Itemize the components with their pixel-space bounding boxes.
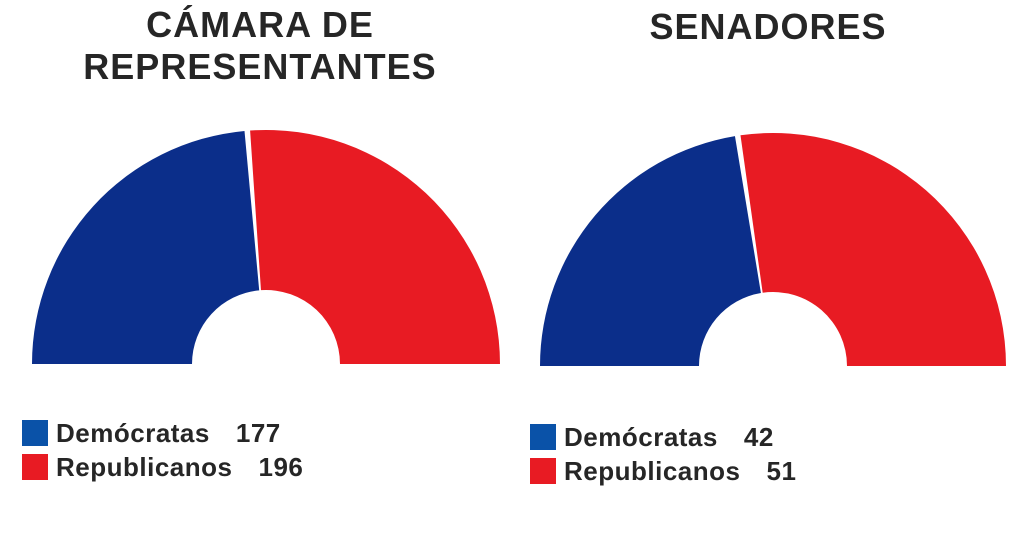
senate-chart-title: SENADORES — [512, 6, 1024, 48]
republicans-swatch — [530, 458, 556, 484]
democrats-swatch — [530, 424, 556, 450]
house-democrats-slice — [32, 130, 260, 364]
senate-title-line-1: SENADORES — [649, 6, 887, 47]
senate-republicans-slice — [740, 132, 1006, 366]
senate-democrats-slice — [540, 136, 761, 366]
house-half-donut-chart — [32, 129, 500, 364]
legend-value: 177 — [235, 417, 281, 448]
legend-label: Demócratas — [56, 417, 210, 448]
legend-label: Demócratas — [564, 421, 718, 452]
legend-value: 196 — [258, 451, 304, 482]
house-legend-democrats: Demócratas 177 — [22, 416, 303, 450]
house-title-line-1: CÁMARA DE — [146, 4, 374, 45]
house-chart-title: CÁMARA DE REPRESENTANTES — [10, 4, 510, 88]
house-chart-panel: CÁMARA DE REPRESENTANTES Demócratas 177 … — [10, 4, 510, 484]
democrats-swatch — [22, 420, 48, 446]
legend-value: 42 — [743, 421, 774, 452]
legend-value: 51 — [766, 455, 797, 486]
house-legend-republicans: Republicanos 196 — [22, 450, 303, 484]
senate-legend: Demócratas 42 Republicanos 51 — [530, 420, 796, 488]
legend-label: Republicanos — [564, 455, 741, 486]
republicans-swatch — [22, 454, 48, 480]
senate-legend-democrats: Demócratas 42 — [530, 420, 796, 454]
legend-label: Republicanos — [56, 451, 233, 482]
house-republicans-slice — [250, 129, 500, 364]
senate-chart-panel: SENADORES Demócratas 42 Republicanos 51 — [512, 0, 1024, 558]
house-title-line-2: REPRESENTANTES — [83, 46, 437, 87]
senate-legend-republicans: Republicanos 51 — [530, 454, 796, 488]
senate-half-donut-chart — [540, 132, 1006, 366]
house-legend: Demócratas 177 Republicanos 196 — [22, 416, 303, 484]
